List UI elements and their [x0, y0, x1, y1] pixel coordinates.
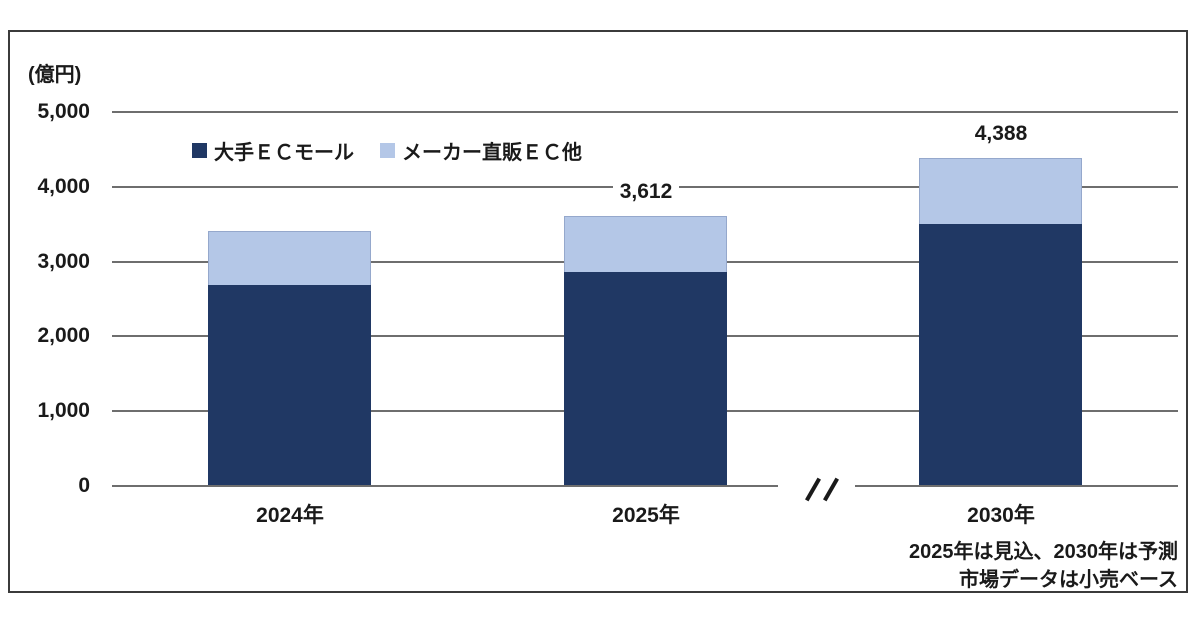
y-tick-label: 3,000: [37, 249, 90, 273]
footnote: 2025年は見込、2030年は予測 市場データは小売ベース: [578, 538, 1178, 594]
y-tick-label: 5,000: [37, 100, 90, 123]
x-axis-line-segment: [855, 485, 1178, 487]
legend-label-major-ec-mall: 大手ＥＣモール: [214, 142, 354, 164]
segment-maker-direct-ec: [208, 230, 371, 285]
x-axis-line-segment: [112, 485, 778, 487]
y-tick-label: 1,000: [37, 399, 90, 423]
y-tick-label: 0: [78, 474, 90, 497]
segment-major-ec-mall: [208, 284, 371, 486]
footnote-line-1: 2025年は見込、2030年は予測: [909, 541, 1178, 563]
legend-label-maker-direct-ec: メーカー直販ＥＣ他: [402, 142, 582, 164]
segment-major-ec-mall: [564, 272, 727, 486]
legend-item-maker-direct-ec: メーカー直販ＥＣ他: [380, 136, 582, 165]
y-axis-unit-label: (億円): [28, 64, 82, 86]
legend-swatch-light-icon: [380, 143, 395, 158]
y-tick-label: 4,000: [37, 174, 90, 198]
data-label-total: 3,612: [546, 179, 746, 203]
stacked-bar-2030年: [919, 157, 1082, 486]
data-label-total: 4,388: [901, 121, 1101, 145]
axis-break-icon: [803, 476, 851, 504]
segment-major-ec-mall: [919, 224, 1082, 486]
y-tick-label: 2,000: [37, 324, 90, 348]
x-axis-label-2025年: 2025年: [612, 504, 680, 527]
footnote-line-2: 市場データは小売ベース: [959, 569, 1178, 591]
stacked-bar-2024年: [208, 230, 371, 486]
segment-maker-direct-ec: [919, 157, 1082, 225]
stacked-bar-2025年: [564, 215, 727, 486]
legend-swatch-dark-icon: [192, 143, 207, 158]
gridline: [112, 111, 1178, 113]
x-axis-label-2030年: 2030年: [967, 504, 1035, 527]
x-axis-label-2024年: 2024年: [256, 504, 324, 527]
legend: 大手ＥＣモール メーカー直販ＥＣ他: [192, 136, 582, 165]
segment-maker-direct-ec: [564, 215, 727, 273]
legend-item-major-ec-mall: 大手ＥＣモール: [192, 136, 354, 165]
